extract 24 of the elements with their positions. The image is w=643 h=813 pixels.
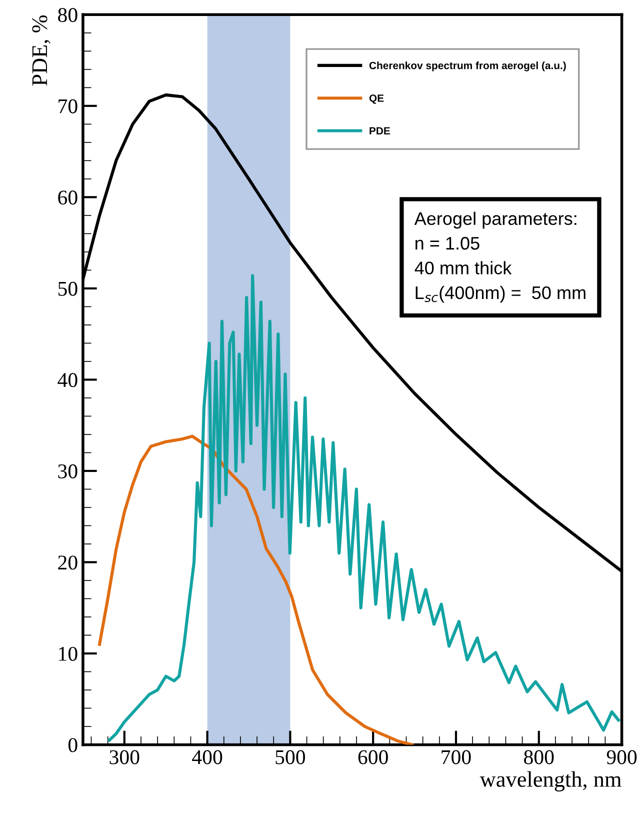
- y-tick-label: 30: [58, 464, 78, 478]
- legend-label: Cherenkov spectrum from aerogel (a.u.): [369, 62, 566, 72]
- y-tick-label: 0: [68, 738, 78, 752]
- annotation: Aerogel parameters: n = 1.05 40 mm thick L$_{sc}$(400nm) = 50 mm: [414, 212, 586, 303]
- y-tick-label: 70: [58, 99, 78, 114]
- legend-label: PDE: [370, 127, 390, 134]
- x-tick-label: 700: [442, 750, 471, 764]
- y-tick-label: 60: [58, 190, 78, 205]
- x-tick-label: 400: [192, 750, 222, 764]
- x-tick-label: 600: [358, 750, 388, 764]
- x-tick-label: 800: [524, 750, 554, 764]
- y-tick-label: 20: [58, 556, 78, 570]
- line-series: [108, 274, 620, 742]
- y-tick-label: 40: [58, 373, 78, 388]
- y-tick-label: 50: [58, 282, 78, 296]
- y-tick-label: 10: [59, 646, 78, 661]
- x-axis-title: wavelength, nm: [480, 771, 622, 792]
- y-axis-title: PDE, %: [32, 15, 50, 86]
- x-tick-label: 900: [606, 750, 637, 764]
- line-series: [98, 434, 414, 745]
- x-tick-label: 500: [276, 750, 306, 764]
- x-tick-label: 300: [110, 750, 140, 764]
- legend-label: QE: [369, 94, 384, 104]
- y-tick-label: 80: [58, 8, 78, 22]
